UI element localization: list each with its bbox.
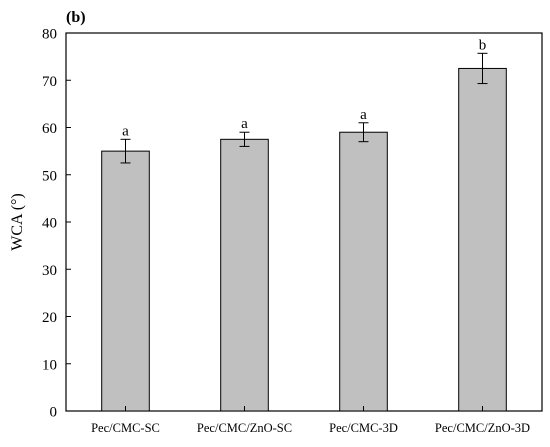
y-axis-label: WCA (°) (9, 193, 26, 251)
y-tick-label: 60 (42, 121, 57, 137)
x-tick-label: Pec/CMC/ZnO-SC (197, 421, 292, 435)
error-bars (120, 52, 488, 164)
x-tick-label: Pec/CMC/ZnO-3D (435, 421, 530, 435)
significance-letter: a (122, 123, 129, 139)
bar (339, 131, 388, 412)
bar (220, 138, 269, 412)
significance-letter: a (360, 107, 367, 123)
y-tick-label: 50 (42, 168, 57, 184)
significance-letter: a (241, 116, 248, 132)
y-ticks: 0 10 20 30 40 50 60 70 80 (42, 27, 71, 421)
y-tick-label: 30 (42, 263, 57, 279)
y-tick-label: 70 (42, 74, 57, 90)
panel-label: (b) (66, 9, 86, 26)
y-tick-label: 40 (42, 216, 57, 232)
x-tick-label: Pec/CMC-3D (329, 421, 398, 435)
bar (101, 150, 150, 412)
x-ticks: Pec/CMC-SC Pec/CMC/ZnO-SC Pec/CMC-3D Pec/CM… (91, 406, 530, 435)
bars (101, 67, 507, 412)
y-tick-label: 20 (42, 310, 57, 326)
significance-letter: b (479, 37, 487, 53)
y-tick-label: 80 (42, 27, 57, 43)
bar (458, 67, 507, 412)
y-tick-label: 0 (50, 405, 58, 421)
x-tick-label: Pec/CMC-SC (91, 421, 160, 435)
y-tick-label: 10 (42, 357, 57, 373)
significance-letters: a a a b (122, 37, 486, 139)
